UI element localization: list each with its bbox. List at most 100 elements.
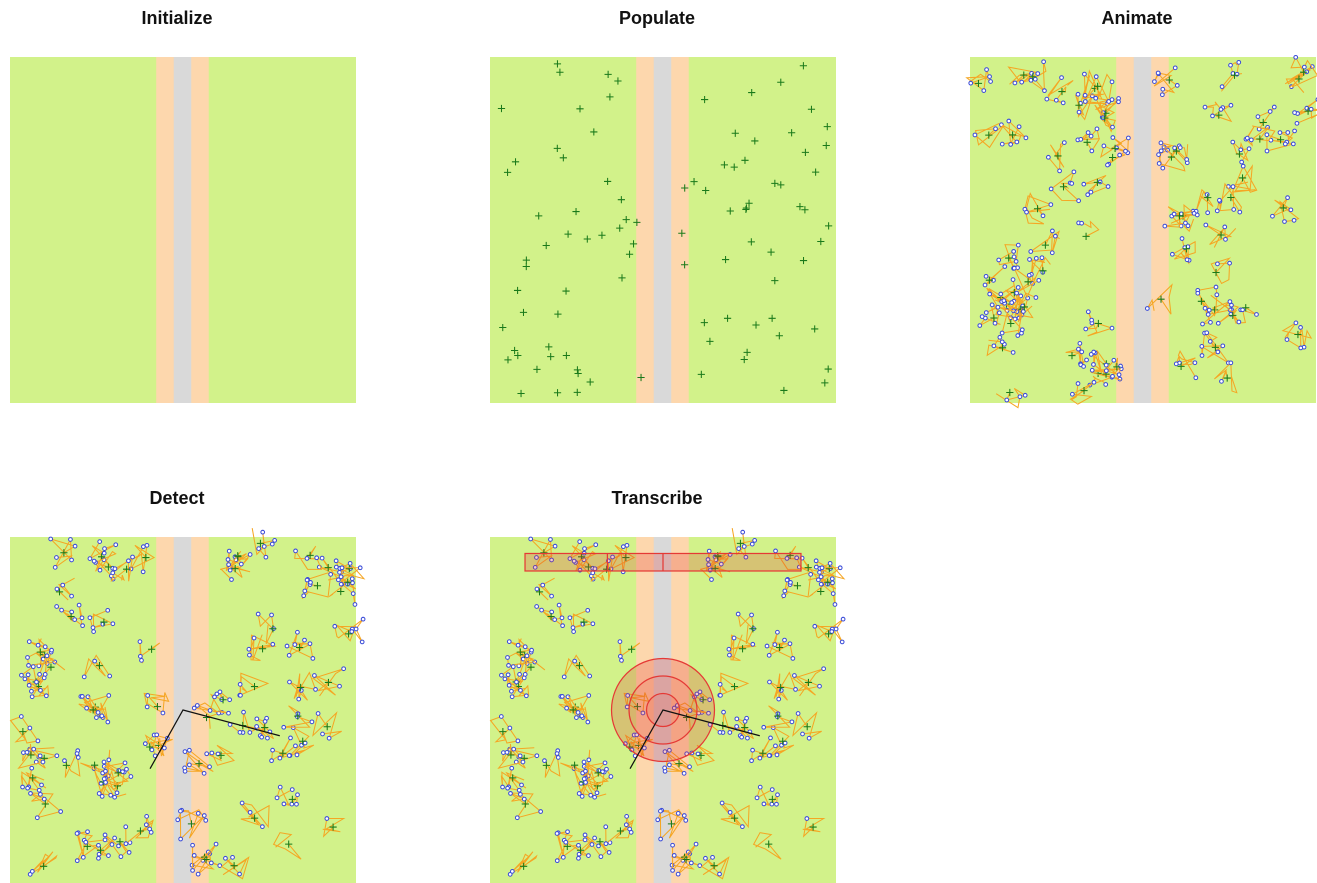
location-point [126, 558, 131, 564]
location-point [263, 554, 269, 560]
location-point [499, 672, 504, 678]
location-point [996, 257, 1002, 263]
plant-marker [142, 553, 150, 562]
location-point [1069, 391, 1075, 397]
plant-marker [573, 366, 582, 374]
location-point [761, 801, 767, 807]
plant-marker [1182, 245, 1191, 253]
location-point [178, 808, 183, 814]
location-point [97, 539, 103, 545]
plant-marker [509, 774, 517, 782]
location-point [1039, 255, 1045, 261]
animal-track [1288, 56, 1317, 88]
location-point [26, 682, 32, 688]
location-point [195, 811, 201, 816]
location-point [1202, 305, 1208, 311]
location-point [542, 758, 547, 764]
location-point [1191, 210, 1197, 216]
location-point [304, 556, 310, 561]
location-point [534, 604, 540, 609]
location-point [795, 711, 801, 716]
location-point [1200, 321, 1205, 327]
plant-marker [104, 563, 112, 571]
plant-marker [803, 723, 811, 731]
plant-marker [553, 389, 562, 397]
location-point [1059, 75, 1064, 80]
location-point [634, 732, 640, 738]
animal-track [609, 544, 636, 572]
location-point [1205, 210, 1211, 216]
location-point [1023, 135, 1029, 141]
location-point [68, 537, 73, 542]
location-point [576, 851, 582, 857]
animal-track [508, 851, 538, 877]
location-point [821, 666, 827, 672]
plant-marker [1229, 311, 1237, 320]
plant-marker [767, 248, 775, 256]
location-point [54, 555, 59, 560]
location-point [565, 829, 570, 835]
plant-marker [1304, 107, 1312, 115]
location-point [590, 621, 596, 627]
plant-marker [730, 814, 739, 822]
plant-marker [36, 648, 44, 656]
location-point [110, 570, 116, 576]
location-point [628, 829, 634, 835]
plant-marker [701, 95, 709, 104]
location-point [767, 679, 772, 685]
location-point [538, 809, 544, 814]
plant-marker [824, 630, 833, 638]
plant-marker [62, 761, 70, 769]
location-point [719, 800, 725, 806]
location-point [25, 655, 30, 660]
location-point [310, 656, 316, 661]
location-point [586, 757, 592, 763]
location-point [238, 561, 244, 567]
location-point [339, 565, 345, 571]
plant-marker [788, 129, 796, 137]
plant-marker [323, 723, 331, 731]
location-point [559, 694, 565, 699]
location-point [48, 536, 54, 542]
plant-marker [768, 795, 776, 804]
location-point [718, 561, 724, 567]
plant-marker [616, 224, 624, 232]
location-point [540, 582, 546, 588]
plant-marker [740, 355, 748, 364]
location-point [1123, 148, 1128, 154]
location-point [505, 655, 510, 660]
plant-marker [742, 204, 751, 212]
location-point [1160, 86, 1166, 92]
location-point [697, 863, 703, 868]
plant-marker [522, 262, 530, 271]
location-point [1110, 135, 1116, 140]
animal-track [272, 832, 302, 860]
location-point [1204, 192, 1210, 197]
location-point [1208, 320, 1213, 325]
plant-marker [825, 565, 833, 573]
location-point [108, 792, 114, 798]
location-point [359, 639, 365, 645]
location-point [265, 735, 270, 741]
plant-marker [745, 199, 753, 207]
panel-title-initialize: Initialize [141, 8, 213, 28]
location-point [1061, 140, 1067, 145]
location-point [34, 679, 39, 685]
location-point [742, 719, 748, 724]
plant-marker [503, 168, 512, 176]
plant-marker [801, 206, 809, 214]
location-point [582, 546, 587, 552]
location-point [717, 729, 723, 735]
plant-marker [699, 696, 707, 704]
plant-marker [313, 582, 322, 590]
location-point [1179, 236, 1185, 241]
location-point [641, 745, 647, 751]
location-point [328, 572, 334, 577]
plant-marker [741, 156, 749, 164]
location-point [1109, 325, 1115, 331]
plant-marker [777, 683, 785, 692]
location-point [1085, 309, 1091, 315]
location-point [26, 663, 31, 668]
location-point [160, 710, 166, 716]
location-point [745, 735, 750, 741]
